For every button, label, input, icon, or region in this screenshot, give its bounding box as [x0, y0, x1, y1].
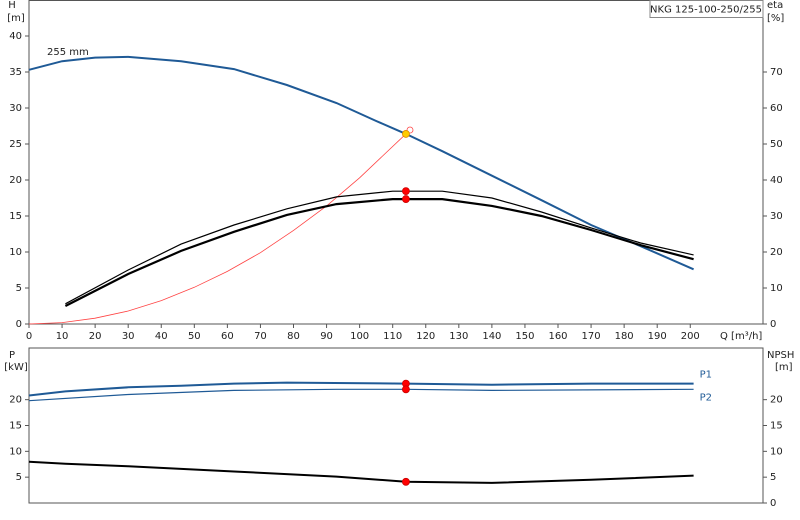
y-tick-label: 5: [16, 472, 22, 483]
y2-tick-label: 10: [770, 283, 783, 294]
y-tick-label: 15: [9, 421, 22, 432]
y-tick-label: 10: [9, 247, 22, 258]
y-tick-label: 35: [9, 67, 22, 78]
y-tick-label: 40: [9, 31, 22, 42]
y-tick-label: 30: [9, 103, 22, 114]
y2-label: NPSH: [767, 350, 794, 361]
y2-tick-label: 50: [770, 139, 783, 150]
curve: [65, 190, 694, 305]
x-tick-label: 170: [582, 331, 601, 342]
decoration: [406, 126, 414, 134]
y2-tick-label: 10: [770, 446, 783, 457]
operating-point: [402, 385, 410, 394]
y2-tick-label: 0: [770, 498, 776, 509]
curve: [28, 460, 694, 484]
y-tick-label: 5: [16, 283, 22, 294]
curve: [64, 198, 694, 307]
x-label: Q [m³/h]: [720, 331, 762, 342]
y-label: P: [9, 350, 15, 361]
y2-unit: [m]: [775, 362, 793, 373]
curve: [28, 381, 694, 397]
x-tick-label: 160: [548, 331, 567, 342]
y2-tick-label: 30: [770, 211, 783, 222]
operating-point: [402, 477, 410, 486]
series-label: 255 mm: [47, 47, 89, 58]
series-label: P2: [700, 392, 712, 403]
series-label: P1: [700, 370, 712, 381]
y2-tick-label: 20: [770, 395, 783, 406]
y-label: H: [8, 0, 16, 11]
operating-point: [402, 195, 410, 203]
x-tick-label: 120: [416, 331, 435, 342]
x-tick-label: 130: [449, 331, 468, 342]
operating-point: [402, 187, 410, 196]
y2-tick-label: 15: [770, 421, 783, 432]
x-tick-label: 0: [26, 331, 32, 342]
x-tick-label: 190: [648, 331, 667, 342]
x-tick-label: 50: [188, 331, 201, 342]
y-tick-label: 10: [9, 446, 22, 457]
operating-point: [402, 130, 410, 138]
x-tick-label: 140: [482, 331, 501, 342]
x-tick-label: 110: [383, 331, 402, 342]
title-box: [649, 0, 764, 18]
y-tick-label: 25: [9, 139, 22, 150]
y2-tick-label: 0: [770, 319, 776, 330]
y-unit: [m]: [7, 13, 25, 24]
x-tick-label: 200: [681, 331, 700, 342]
y-tick-label: 0: [16, 319, 22, 330]
curve: [28, 55, 695, 271]
y2-tick-label: 20: [770, 247, 783, 258]
y-tick-label: 15: [9, 211, 22, 222]
x-tick-label: 40: [155, 331, 168, 342]
y2-tick-label: 40: [770, 175, 783, 186]
y-unit: [kW]: [4, 362, 28, 373]
curve: [28, 133, 407, 325]
x-tick-label: 30: [122, 331, 135, 342]
y2-tick-label: 60: [770, 103, 783, 114]
y2-tick-label: 70: [770, 67, 783, 78]
curve: [28, 388, 694, 402]
y2-label: eta: [767, 0, 783, 11]
x-tick-label: 100: [350, 331, 369, 342]
x-tick-label: 60: [221, 331, 234, 342]
plot-frame: [28, 347, 764, 504]
plot-frame: [28, 0, 764, 325]
y-tick-label: 20: [9, 395, 22, 406]
x-tick-label: 90: [320, 331, 333, 342]
y2-unit: [%]: [767, 13, 784, 24]
x-tick-label: 70: [254, 331, 267, 342]
y-tick-label: 20: [9, 175, 22, 186]
chart-title: NKG 125-100-250/255: [650, 5, 762, 16]
x-tick-label: 150: [515, 331, 534, 342]
x-tick-label: 20: [89, 331, 102, 342]
y2-tick-label: 5: [770, 472, 776, 483]
x-tick-label: 180: [615, 331, 634, 342]
x-tick-label: 80: [287, 331, 300, 342]
x-tick-label: 10: [56, 331, 69, 342]
